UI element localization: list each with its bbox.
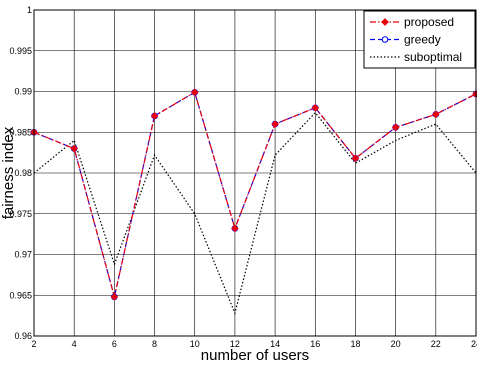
y-tick-labels: 0.96 0.965 0.97 0.975 0.98 0.985 0.99 0.995 1 [9,5,32,341]
y-axis-label: fairness index [0,126,17,219]
y-tick-label: 0.98 [14,168,32,178]
y-tick-label: 0.965 [9,290,32,300]
data-point-proposed [311,104,320,112]
data-point-proposed [271,120,279,128]
data-point-proposed [351,154,360,163]
y-tick-label: 0.97 [14,250,32,260]
x-axis-label: number of users [201,347,309,364]
x-tick-label: 20 [391,339,401,349]
x-tick-label: 24 [471,339,477,349]
legend-label-proposed: proposed [404,15,454,29]
x-tick-label: 22 [431,339,441,349]
legend-marker-proposed [381,18,389,26]
data-point-proposed [150,112,159,120]
plot-frame [33,9,477,337]
data-point-proposed [391,123,400,132]
legend-item-suboptimal: suboptimal [370,50,462,64]
series-line-suboptimal [33,111,477,316]
y-tick-label: 0.975 [9,209,32,219]
x-tick-label: 10 [190,339,200,349]
x-tick-label: 6 [112,339,117,349]
x-tick-label: 14 [270,339,280,349]
legend-marker-greedy [381,36,389,43]
legend: proposed greedy suboptimal [363,10,476,69]
legend-item-greedy: greedy [370,33,441,47]
legend-label-suboptimal: suboptimal [404,50,462,64]
x-tick-label: 8 [152,339,157,349]
y-tick-label: 0.995 [9,46,32,56]
series-suboptimal [33,111,477,316]
x-tick-label: 16 [310,339,320,349]
data-point-proposed [190,88,199,97]
legend-label-greedy: greedy [404,33,441,47]
series-line-proposed [33,91,477,298]
data-point-proposed [231,224,239,233]
series-layer [30,88,477,316]
x-tick-labels: 24681012141618202224 [31,339,477,349]
legend-item-proposed: proposed [370,15,454,29]
y-tick-label: 0.99 [14,87,32,97]
y-tick-label: 1 [27,5,32,15]
series-greedy [30,89,477,301]
y-tick-label: 0.985 [9,127,32,137]
data-point-proposed [432,110,440,119]
series-proposed [30,88,477,301]
x-tick-label: 12 [230,339,240,349]
y-tick-label: 0.96 [14,331,32,341]
data-point-proposed [70,144,78,153]
x-tick-label: 18 [350,339,360,349]
data-point-proposed [110,293,119,301]
x-tick-label: 2 [31,339,36,349]
x-tick-label: 4 [72,339,77,349]
